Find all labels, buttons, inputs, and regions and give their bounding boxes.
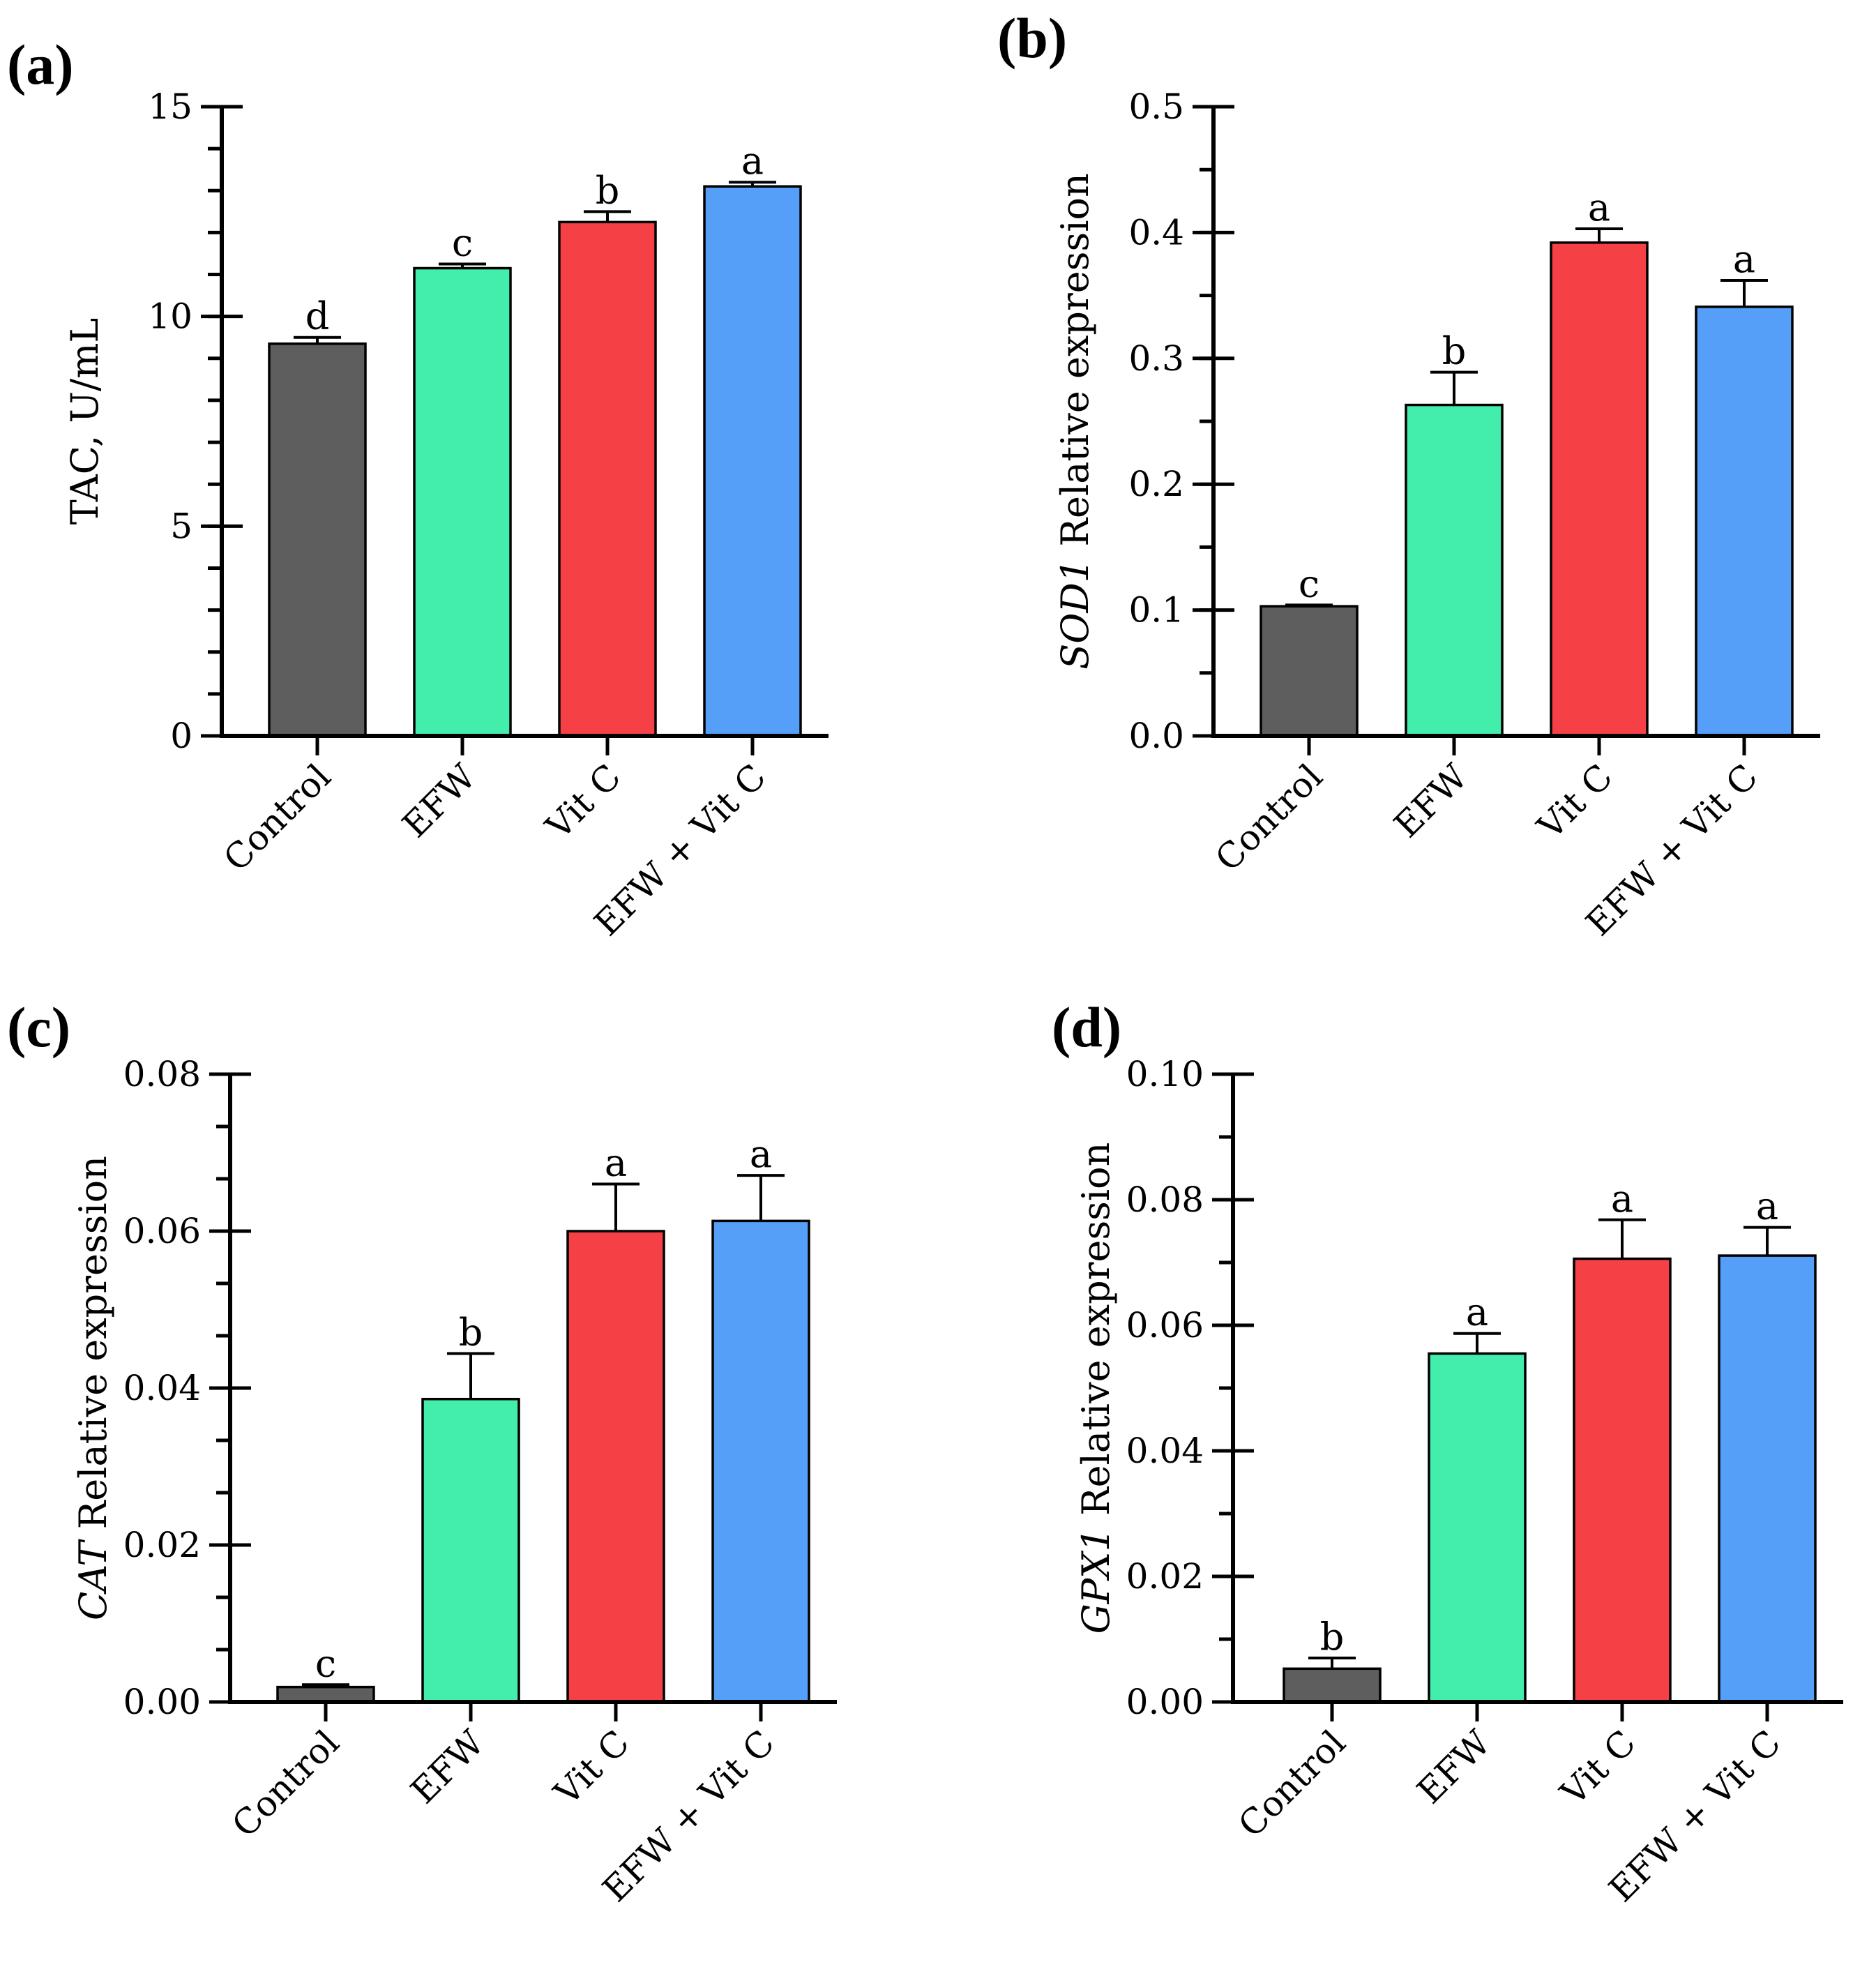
significance-label: a (741, 139, 764, 183)
bar-efw-vit-c (703, 185, 802, 737)
significance-label: c (1299, 562, 1319, 605)
panel-label: (c) (7, 995, 70, 1059)
bar-efw (1405, 403, 1504, 737)
x-tick-label: EFW (1409, 1722, 1499, 1811)
y-tick-label: 0.04 (1126, 1431, 1204, 1471)
y-axis-label: CAT Relative expression (71, 1156, 115, 1620)
x-tick-label: Control (216, 756, 339, 879)
significance-label: a (1733, 237, 1755, 281)
y-tick-label: 0.02 (123, 1525, 201, 1565)
bar-efw (413, 266, 512, 737)
significance-label: c (315, 1641, 336, 1685)
bar-efw-vit-c (1718, 1254, 1817, 1703)
y-axis-label: SOD1 Relative expression (1053, 173, 1097, 670)
significance-label: a (1466, 1290, 1488, 1334)
significance-label: a (1611, 1177, 1633, 1221)
bar-vit-c (1573, 1257, 1672, 1703)
x-tick-label: Vit C (546, 1722, 637, 1813)
y-tick-label: 0.04 (123, 1368, 201, 1408)
y-tick-label: 0.2 (1128, 464, 1184, 504)
bar-control (1283, 1667, 1382, 1703)
x-tick-label: Vit C (1552, 1722, 1643, 1813)
x-tick-label: EFW (395, 756, 484, 845)
significance-label: b (459, 1311, 483, 1355)
y-tick-label: 15 (148, 86, 192, 127)
y-tick-label: 0.5 (1128, 86, 1184, 127)
chart-panel-c: (c) CAT Relative expression c Control b EFW a V… (7, 995, 837, 1910)
y-tick-label: 0.06 (1126, 1305, 1204, 1346)
x-tick-label: EFW (403, 1722, 492, 1811)
y-tick-label: 0.1 (1128, 590, 1184, 631)
y-tick-label: 0.06 (123, 1211, 201, 1251)
significance-label: b (596, 168, 620, 212)
x-tick-label: Control (225, 1722, 347, 1845)
y-tick-label: 0.4 (1128, 212, 1184, 253)
bar-control (1260, 605, 1359, 737)
significance-label: a (605, 1141, 627, 1185)
y-tick-label: 0.00 (123, 1682, 201, 1722)
bar-efw (421, 1398, 520, 1703)
panel-label: (a) (7, 33, 74, 96)
y-tick-label: 0.00 (1126, 1682, 1204, 1722)
x-tick-label: EFW (1386, 756, 1476, 845)
significance-label: d (305, 294, 330, 338)
bar-vit-c (1550, 241, 1649, 737)
bar-vit-c (566, 1230, 665, 1703)
chart-panel-d: (d) GPX1 Relative expression b Control a EFW a… (1052, 995, 1843, 1910)
panel-label: (b) (997, 6, 1067, 70)
bar-efw-vit-c (1695, 306, 1794, 737)
bar-efw-vit-c (711, 1219, 810, 1703)
chart-panel-b: (b) SOD1 Relative expression c Control b EFW a… (997, 6, 1820, 944)
significance-label: a (1756, 1184, 1778, 1228)
y-tick-label: 0.08 (123, 1054, 201, 1094)
panel-label: (d) (1052, 995, 1121, 1059)
significance-label: a (1588, 186, 1610, 229)
bar-efw (1428, 1352, 1527, 1703)
significance-label: c (452, 221, 473, 265)
bar-vit-c (558, 220, 657, 737)
x-tick-label: Control (1208, 756, 1331, 879)
y-tick-label: 0.08 (1126, 1180, 1204, 1220)
y-tick-label: 10 (148, 296, 192, 337)
significance-label: a (750, 1132, 772, 1176)
bar-control (276, 1685, 375, 1703)
y-tick-label: 0.0 (1128, 716, 1184, 756)
significance-label: b (1442, 329, 1467, 373)
x-tick-label: Vit C (1529, 756, 1620, 847)
y-tick-label: 5 (170, 506, 192, 546)
y-tick-label: 0.3 (1128, 338, 1184, 379)
y-tick-label: 0.02 (1126, 1556, 1204, 1597)
y-tick-label: 0.10 (1126, 1054, 1204, 1094)
significance-label: b (1320, 1615, 1345, 1659)
y-tick-label: 0 (170, 716, 192, 756)
x-tick-label: Vit C (538, 756, 628, 847)
y-axis-label: GPX1 Relative expression (1074, 1143, 1118, 1634)
x-tick-label: Control (1231, 1722, 1354, 1845)
y-axis-label: TAC, U/mL (63, 318, 107, 525)
bar-control (268, 342, 367, 737)
